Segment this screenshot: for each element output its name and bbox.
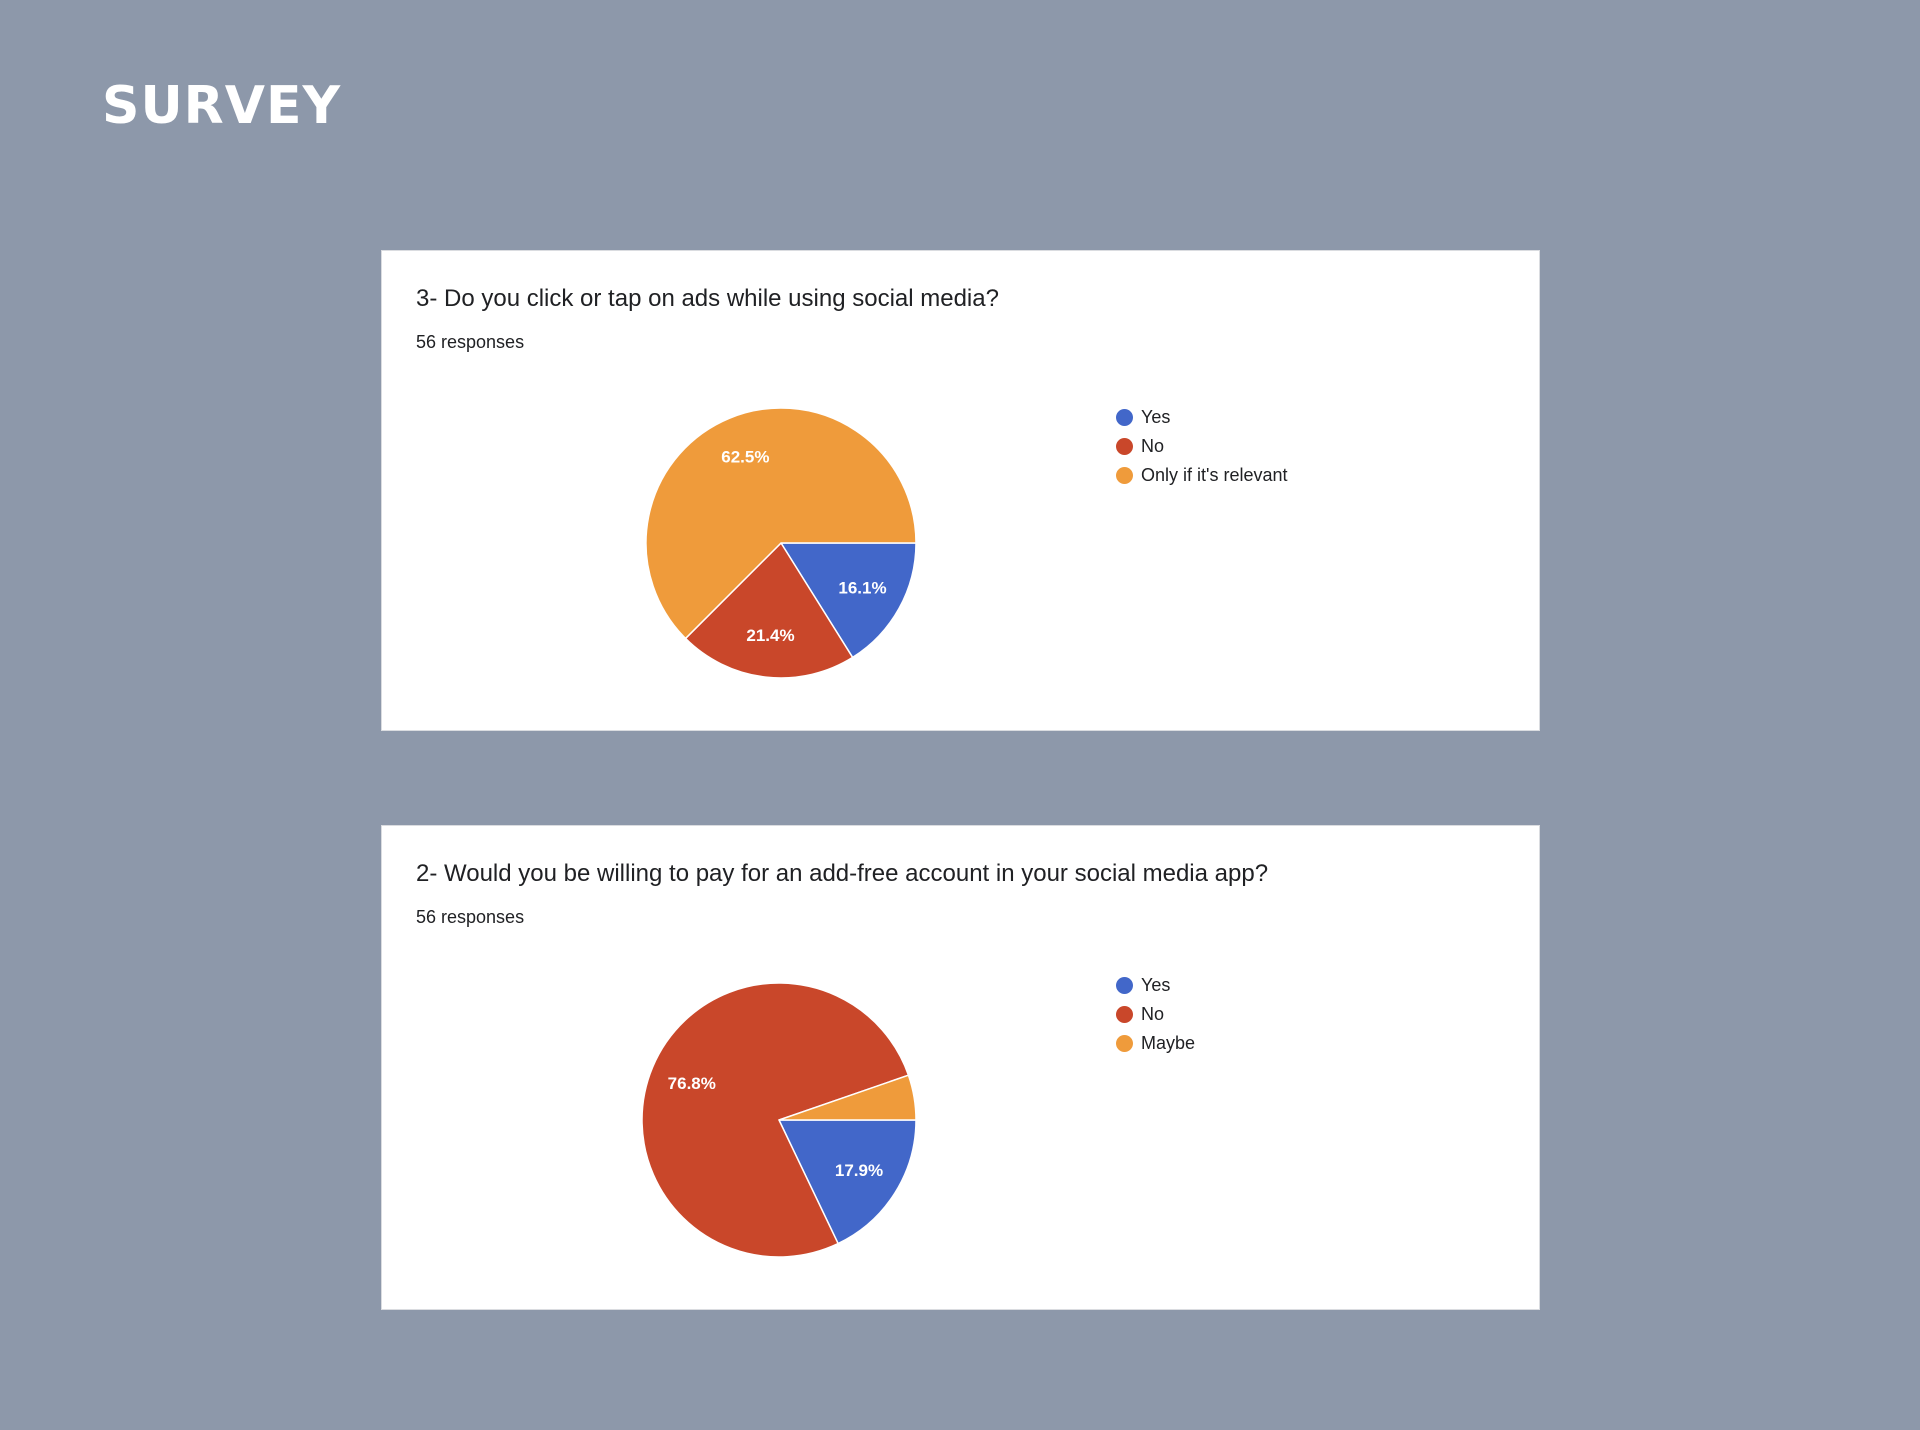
response-count: 56 responses [416,907,525,927]
legend-dot-yes [1116,409,1133,426]
legend-item-yes: Yes [1116,403,1288,432]
pie-chart-ad-free-payment: 17.9% 76.8% [641,982,917,1258]
pie-slice-yes [779,542,917,659]
legend-label-maybe: Maybe [1141,1033,1196,1053]
slice-label-yes: 16.1% [838,579,886,598]
question-title: 3- Do you click or tap on ads while usin… [416,285,999,312]
slice-label-only-if-it-s-relevant: 62.5% [721,447,769,466]
legend-item-no: No [1116,432,1288,461]
pie-slice-only-if-it-s-relevant [645,407,917,640]
pie-chart-ads-click: 16.1% 21.4% 62.5% [645,407,917,679]
survey-card-ads-click: 3- Do you click or tap on ads while usin… [381,250,1540,731]
legend-dot-maybe [1116,1035,1133,1052]
pie-slice-yes [777,1119,917,1245]
legend-item-only-if-relevant: Only if it's relevant [1116,461,1288,490]
legend-dot-yes [1116,977,1133,994]
legend-label-only-if-relevant: Only if it's relevant [1141,465,1288,485]
chart-legend: Yes No Maybe [1116,971,1195,1058]
legend-label-yes: Yes [1141,975,1171,995]
slice-label-no: 21.4% [746,626,794,645]
slice-label-yes: 17.9% [835,1161,883,1180]
question-title: 2- Would you be willing to pay for an ad… [416,860,1269,887]
legend-label-no: No [1141,1004,1165,1024]
legend-item-no: No [1116,1000,1195,1029]
legend-dot-no [1116,1006,1133,1023]
survey-card-ad-free-payment: 2- Would you be willing to pay for an ad… [381,825,1540,1310]
pie-slice-maybe [778,1074,917,1121]
legend-label-yes: Yes [1141,407,1171,427]
chart-legend: Yes No Only if it's relevant [1116,403,1288,490]
legend-item-yes: Yes [1116,971,1195,1000]
page-title: SURVEY [102,76,342,136]
response-count: 56 responses [416,332,525,352]
pie-slice-no [684,541,854,679]
slice-label-no: 76.8% [668,1074,716,1093]
legend-dot-no [1116,438,1133,455]
pie-slice-no [641,982,910,1258]
legend-dot-only-if-relevant [1116,467,1133,484]
legend-item-maybe: Maybe [1116,1029,1195,1058]
legend-label-no: No [1141,436,1165,456]
